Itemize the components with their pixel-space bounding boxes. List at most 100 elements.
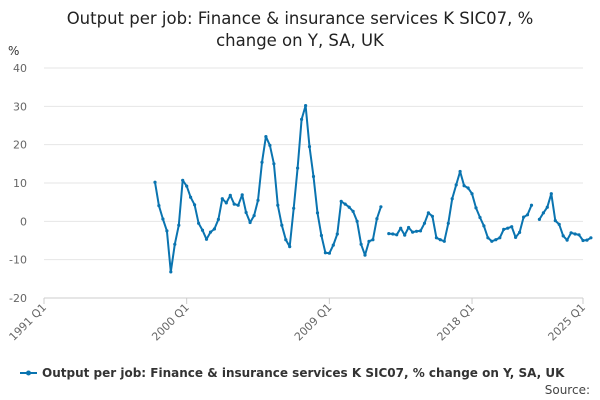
- data-point[interactable]: [391, 232, 395, 236]
- data-point[interactable]: [478, 215, 482, 220]
- data-point[interactable]: [395, 233, 399, 237]
- data-point[interactable]: [236, 203, 240, 207]
- data-point[interactable]: [458, 169, 462, 174]
- data-point[interactable]: [193, 203, 197, 207]
- data-point[interactable]: [462, 184, 466, 188]
- data-point[interactable]: [323, 251, 327, 255]
- data-point[interactable]: [541, 211, 546, 215]
- data-point[interactable]: [339, 199, 343, 203]
- data-point[interactable]: [208, 230, 213, 234]
- data-point[interactable]: [185, 184, 189, 188]
- data-point[interactable]: [300, 117, 304, 121]
- data-point[interactable]: [343, 202, 347, 206]
- data-point[interactable]: [228, 193, 232, 197]
- data-point[interactable]: [232, 202, 236, 206]
- data-point[interactable]: [514, 235, 518, 239]
- data-point[interactable]: [529, 203, 534, 207]
- data-point[interactable]: [351, 209, 355, 213]
- data-point[interactable]: [442, 239, 446, 243]
- data-point[interactable]: [454, 183, 458, 187]
- data-point[interactable]: [537, 217, 542, 221]
- data-point[interactable]: [561, 234, 565, 238]
- data-point[interactable]: [557, 222, 561, 226]
- data-point[interactable]: [268, 143, 272, 147]
- data-point[interactable]: [260, 160, 264, 164]
- data-point[interactable]: [498, 236, 502, 240]
- data-point[interactable]: [506, 226, 510, 230]
- data-point[interactable]: [292, 206, 296, 210]
- data-point[interactable]: [224, 201, 228, 205]
- data-point[interactable]: [581, 238, 585, 243]
- data-point[interactable]: [327, 251, 331, 255]
- series-line[interactable]: [153, 104, 593, 274]
- data-point[interactable]: [169, 270, 173, 274]
- data-point[interactable]: [204, 237, 209, 241]
- data-point[interactable]: [438, 238, 442, 242]
- data-point[interactable]: [165, 229, 169, 233]
- data-point[interactable]: [525, 213, 530, 217]
- data-point[interactable]: [296, 166, 300, 170]
- data-point[interactable]: [331, 243, 335, 247]
- data-point[interactable]: [311, 174, 316, 179]
- data-point[interactable]: [359, 242, 363, 246]
- data-point[interactable]: [173, 242, 177, 246]
- data-point[interactable]: [585, 238, 589, 242]
- data-point[interactable]: [549, 192, 553, 196]
- data-point[interactable]: [510, 225, 514, 229]
- series-line-segment[interactable]: [388, 170, 533, 243]
- data-point[interactable]: [280, 223, 284, 227]
- data-point[interactable]: [422, 221, 427, 225]
- data-point[interactable]: [304, 104, 308, 108]
- data-point[interactable]: [414, 229, 419, 233]
- data-point[interactable]: [411, 230, 415, 234]
- data-point[interactable]: [240, 193, 244, 197]
- data-point[interactable]: [577, 233, 581, 237]
- data-point[interactable]: [430, 214, 434, 218]
- data-point[interactable]: [553, 219, 557, 223]
- data-point[interactable]: [387, 232, 391, 236]
- data-point[interactable]: [319, 233, 323, 238]
- data-point[interactable]: [545, 205, 549, 209]
- data-point[interactable]: [573, 232, 577, 236]
- data-point[interactable]: [518, 230, 522, 234]
- data-point[interactable]: [335, 232, 339, 236]
- data-point[interactable]: [276, 203, 280, 207]
- data-point[interactable]: [482, 224, 486, 228]
- data-point[interactable]: [418, 229, 423, 233]
- data-point[interactable]: [379, 205, 383, 209]
- data-point[interactable]: [371, 238, 375, 242]
- data-point[interactable]: [244, 210, 248, 215]
- data-point[interactable]: [474, 206, 478, 210]
- data-point[interactable]: [347, 205, 351, 209]
- data-point[interactable]: [288, 245, 292, 249]
- data-point[interactable]: [522, 215, 526, 219]
- data-point[interactable]: [181, 178, 185, 182]
- data-point[interactable]: [264, 135, 268, 139]
- data-point[interactable]: [426, 211, 430, 215]
- data-point[interactable]: [161, 217, 165, 221]
- data-point[interactable]: [446, 221, 450, 225]
- data-point[interactable]: [589, 236, 593, 240]
- data-point[interactable]: [216, 217, 220, 221]
- data-point[interactable]: [252, 214, 256, 218]
- data-point[interactable]: [450, 197, 454, 201]
- data-point[interactable]: [470, 192, 474, 196]
- data-point[interactable]: [177, 223, 181, 227]
- data-point[interactable]: [569, 231, 573, 235]
- data-point[interactable]: [363, 253, 367, 257]
- data-point[interactable]: [490, 239, 494, 243]
- data-point[interactable]: [315, 211, 320, 215]
- data-point[interactable]: [200, 228, 205, 232]
- data-point[interactable]: [434, 236, 438, 240]
- data-point[interactable]: [375, 217, 379, 221]
- data-point[interactable]: [307, 145, 312, 149]
- legend-item-label[interactable]: Output per job: Finance & insurance serv…: [42, 366, 565, 380]
- data-point[interactable]: [220, 197, 224, 201]
- data-point[interactable]: [407, 225, 411, 230]
- data-point[interactable]: [212, 227, 216, 231]
- data-point[interactable]: [367, 239, 371, 243]
- data-point[interactable]: [153, 180, 157, 184]
- data-point[interactable]: [486, 236, 490, 240]
- data-point[interactable]: [256, 198, 260, 202]
- data-point[interactable]: [403, 233, 407, 237]
